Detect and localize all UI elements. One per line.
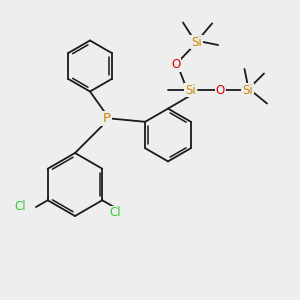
Text: Si: Si <box>185 83 196 97</box>
Text: Si: Si <box>242 83 253 97</box>
Text: O: O <box>171 58 180 71</box>
Text: Cl: Cl <box>110 206 121 220</box>
Text: Cl: Cl <box>15 200 26 214</box>
Text: P: P <box>103 112 110 125</box>
Text: O: O <box>216 83 225 97</box>
Text: Si: Si <box>191 35 202 49</box>
